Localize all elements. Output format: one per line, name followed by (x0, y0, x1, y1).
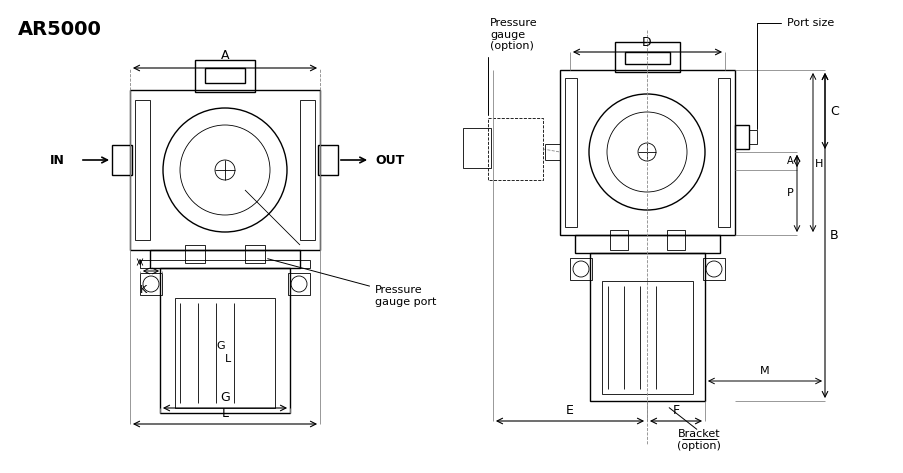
Bar (564, 78, 576, 227)
Bar (574, 235, 719, 253)
Bar (205, 68, 245, 83)
Bar (749, 130, 756, 144)
Bar (288, 273, 310, 295)
Text: A: A (787, 156, 793, 166)
Text: AR5000: AR5000 (18, 20, 102, 39)
Bar (703, 258, 724, 280)
Text: M: M (759, 366, 769, 376)
Text: OUT: OUT (375, 154, 404, 166)
Text: B: B (829, 228, 838, 242)
Text: A: A (220, 49, 229, 62)
Bar (614, 42, 679, 72)
Bar (601, 281, 693, 394)
Text: L: L (225, 354, 231, 364)
Text: G: G (217, 341, 225, 351)
Text: H: H (815, 159, 823, 169)
Text: Port size: Port size (756, 18, 833, 129)
Text: D: D (641, 36, 651, 49)
Bar (245, 245, 265, 263)
Bar (570, 258, 591, 280)
Bar (559, 70, 734, 235)
Bar (590, 253, 704, 401)
Bar (140, 260, 310, 268)
Bar (175, 298, 275, 408)
Bar (488, 118, 543, 180)
Bar (717, 78, 730, 227)
Bar (195, 60, 255, 92)
Text: C: C (829, 105, 838, 117)
Text: F: F (672, 404, 679, 417)
Bar (160, 268, 290, 413)
Text: K: K (140, 285, 147, 295)
Text: IN: IN (50, 154, 65, 166)
Bar (624, 52, 669, 64)
Bar (462, 128, 490, 168)
Bar (734, 125, 749, 149)
Bar (135, 100, 150, 240)
Bar (666, 230, 684, 250)
Text: P: P (787, 188, 793, 198)
Bar (318, 145, 338, 175)
Bar (300, 100, 314, 240)
Bar (130, 90, 320, 250)
Bar (140, 273, 162, 295)
Bar (150, 250, 300, 268)
Bar (112, 145, 132, 175)
Text: Pressure
gauge port: Pressure gauge port (267, 259, 436, 307)
Bar (185, 245, 205, 263)
Text: Bracket
(option): Bracket (option) (676, 429, 720, 451)
Text: L: L (221, 407, 228, 420)
Text: E: E (565, 404, 573, 417)
Bar (610, 230, 628, 250)
Text: Pressure
gauge
(option): Pressure gauge (option) (488, 18, 537, 115)
Text: G: G (220, 391, 229, 404)
